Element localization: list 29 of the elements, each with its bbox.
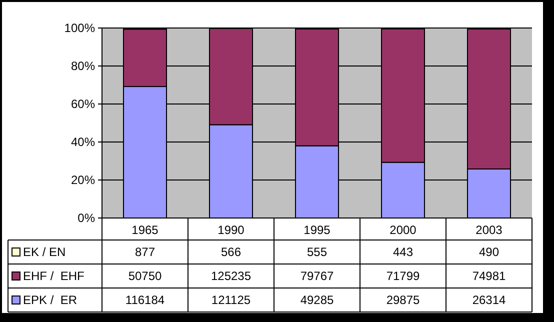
legend-label: EK / EN (23, 245, 66, 259)
text: 50750 (128, 269, 162, 283)
legend-label: EHF / EHF (23, 269, 84, 283)
text: 71799 (386, 269, 420, 283)
text: 26314 (472, 293, 506, 307)
text: 490 (478, 245, 500, 259)
text: 121125 (211, 293, 251, 307)
y-tick-label: 40% (70, 134, 96, 149)
x-tick-label: 1995 (304, 223, 331, 237)
text: 74981 (472, 269, 506, 283)
y-tick-label: 80% (70, 58, 96, 73)
text: 49285 (300, 293, 334, 307)
text: 29875 (386, 293, 420, 307)
text: 125235 (210, 269, 252, 283)
text: 555 (306, 245, 328, 259)
text: 877 (134, 245, 156, 259)
text: 443 (392, 245, 414, 259)
x-tick-label: 2000 (390, 223, 417, 237)
x-tick-label: 1990 (218, 223, 245, 237)
y-tick-label: 100% (64, 20, 96, 35)
x-tick-label: 1965 (132, 223, 159, 237)
text: 566 (220, 245, 242, 259)
y-tick-label: 0% (78, 210, 96, 225)
y-tick-label: 60% (70, 96, 96, 111)
legend-label: EPK / ER (23, 293, 78, 307)
x-tick-label: 2003 (476, 223, 503, 237)
text: 79767 (300, 269, 334, 283)
text: 116184 (125, 293, 165, 307)
y-tick-label: 20% (70, 172, 96, 187)
